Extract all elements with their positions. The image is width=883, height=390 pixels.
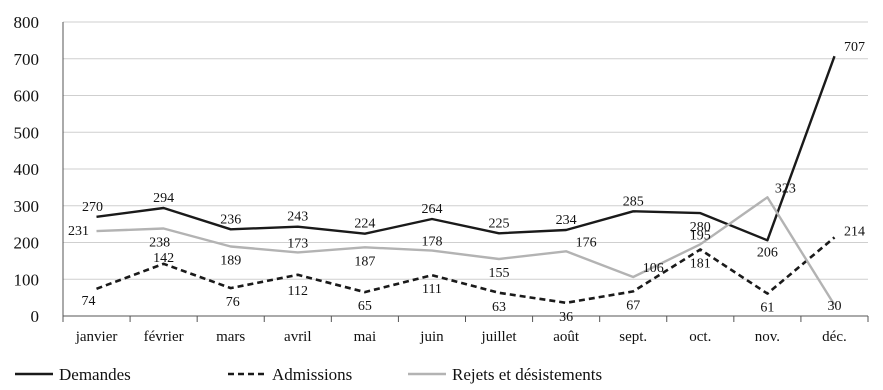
x-tick-label: avril bbox=[284, 329, 312, 345]
data-label: 270 bbox=[82, 200, 103, 215]
y-tick-label: 500 bbox=[14, 123, 40, 142]
data-label: 112 bbox=[288, 284, 308, 299]
data-label: 323 bbox=[775, 181, 796, 196]
data-label: 238 bbox=[149, 236, 170, 251]
data-label: 142 bbox=[153, 251, 174, 266]
data-label: 187 bbox=[354, 254, 375, 269]
legend: Demandes Admissions Rejets et désistements bbox=[15, 365, 602, 384]
data-label: 65 bbox=[358, 299, 372, 314]
data-label: 30 bbox=[827, 299, 841, 314]
data-label: 173 bbox=[287, 236, 308, 251]
x-tick-label: août bbox=[553, 329, 580, 345]
x-tick-label: juillet bbox=[481, 329, 518, 345]
y-tick-label: 600 bbox=[14, 87, 40, 106]
y-tick-label: 0 bbox=[31, 307, 40, 326]
y-tick-label: 100 bbox=[14, 270, 40, 289]
data-label: 224 bbox=[354, 217, 375, 232]
data-label: 63 bbox=[492, 300, 506, 315]
data-label: 178 bbox=[421, 235, 442, 250]
y-tick-label: 400 bbox=[14, 160, 40, 179]
x-tick-label: sept. bbox=[619, 329, 647, 345]
x-tick-label: mars bbox=[216, 329, 245, 345]
x-tick-label: février bbox=[144, 329, 184, 345]
series-lines bbox=[96, 55, 836, 306]
data-label: 236 bbox=[220, 212, 241, 227]
axes bbox=[62, 22, 869, 322]
y-axis-tick-labels: 0 100 200 300 400 500 600 700 800 bbox=[14, 13, 40, 326]
legend-label: Demandes bbox=[59, 365, 131, 384]
y-tick-label: 700 bbox=[14, 50, 40, 69]
x-tick-label: juin bbox=[419, 329, 444, 345]
data-label: 285 bbox=[623, 194, 644, 209]
data-label: 61 bbox=[760, 301, 774, 316]
gridlines bbox=[63, 21, 868, 280]
x-axis-tick-labels: janvier février mars avril mai juin juillet aoû… bbox=[75, 329, 847, 345]
series-line-2 bbox=[96, 236, 836, 305]
data-labels: 270 294 236 243 224 264 225 234 285 280 206 707 74 14… bbox=[68, 40, 865, 325]
data-label: 74 bbox=[82, 294, 96, 309]
data-label: 111 bbox=[422, 282, 442, 297]
data-label: 176 bbox=[576, 235, 597, 250]
data-label: 243 bbox=[287, 210, 308, 225]
data-label: 707 bbox=[844, 40, 865, 55]
data-label: 214 bbox=[844, 224, 865, 239]
data-label: 155 bbox=[489, 266, 510, 281]
data-label: 264 bbox=[421, 202, 442, 217]
series-line-1 bbox=[96, 55, 836, 242]
y-tick-label: 200 bbox=[14, 234, 40, 253]
data-label: 234 bbox=[556, 213, 577, 228]
data-label: 231 bbox=[68, 224, 89, 239]
x-tick-label: oct. bbox=[689, 329, 711, 345]
data-label: 189 bbox=[220, 254, 241, 269]
data-label: 280 bbox=[690, 220, 711, 235]
data-label: 36 bbox=[559, 310, 573, 325]
y-tick-label: 800 bbox=[14, 13, 40, 32]
data-label: 106 bbox=[643, 261, 664, 276]
data-label: 206 bbox=[757, 245, 778, 260]
data-label: 181 bbox=[690, 256, 711, 271]
series-line-3 bbox=[96, 196, 836, 306]
data-label: 67 bbox=[626, 298, 640, 313]
data-label: 195 bbox=[690, 228, 711, 243]
x-tick-label: déc. bbox=[822, 329, 847, 345]
x-tick-label: nov. bbox=[755, 329, 780, 345]
data-label: 294 bbox=[153, 191, 174, 206]
legend-label: Rejets et désistements bbox=[452, 365, 602, 384]
legend-label: Admissions bbox=[272, 365, 352, 384]
data-label: 76 bbox=[226, 295, 240, 310]
data-label: 225 bbox=[489, 216, 510, 231]
x-tick-label: janvier bbox=[75, 329, 118, 345]
x-tick-label: mai bbox=[354, 329, 377, 345]
y-tick-label: 300 bbox=[14, 197, 40, 216]
